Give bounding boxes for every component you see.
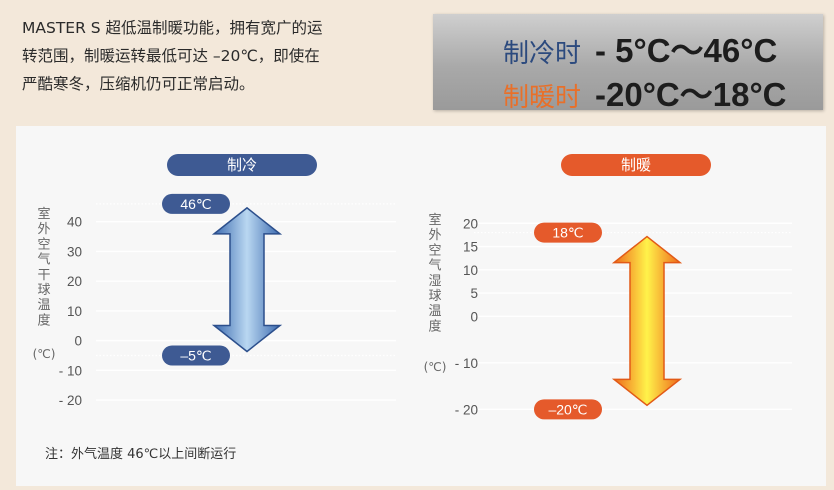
y-axis-label-char: 外 (428, 228, 441, 243)
y-axis-label-char: 干 (37, 268, 50, 283)
y-axis-label-char: 气 (428, 258, 441, 274)
range-max-pill (534, 222, 602, 243)
y-axis-unit: (℃) (424, 360, 447, 374)
cooling-range-row: 制冷时 - 5°C～46°C (503, 24, 834, 72)
tick-label: - 10 (455, 356, 478, 371)
range-min-label: –5℃ (180, 347, 211, 363)
y-axis-label-char: 球 (37, 283, 50, 298)
intro-line-1: MASTER S 超低温制暖功能，拥有宽广的运 (22, 19, 323, 37)
y-axis-label-char: 温 (37, 298, 50, 313)
y-axis-label-char: 度 (428, 318, 441, 334)
chart-title-0: 制冷 (227, 156, 257, 174)
y-axis-label-char: 球 (428, 289, 441, 304)
range-summary-box: 制冷时 - 5°C～46°C 制暖时 -20°C～18°C (433, 14, 823, 113)
range-min-label: –20℃ (548, 401, 587, 417)
tick-label: - 10 (59, 363, 82, 378)
range-min-pill (534, 399, 602, 420)
tick-label: 40 (67, 215, 82, 230)
chart-title-pill-1 (561, 154, 711, 176)
charts-panel: 制冷 40 30 20 10 0- 10- 20 室外空气干球温度 (℃) 46℃ –5℃ 制暖 20… (16, 126, 826, 486)
tick-label: 0 (470, 309, 478, 324)
intro-line-2: 转范围，制暖运转最低可达 –20℃，即使在 (22, 47, 320, 65)
tick-label: 15 (463, 240, 478, 255)
intro-text: MASTER S 超低温制暖功能，拥有宽广的运 转范围，制暖运转最低可达 –20… (22, 14, 422, 98)
y-axis-label-char: 室 (428, 212, 441, 228)
tick-label: 20 (67, 274, 82, 289)
tick-label: 20 (463, 216, 478, 231)
range-max-pill (162, 193, 230, 214)
cooling-range-label: 制冷时 (503, 39, 582, 69)
y-axis-label-char: 空 (37, 237, 50, 252)
range-max-label: 46℃ (180, 196, 211, 212)
tick-label: 30 (67, 244, 82, 259)
y-axis-label-char: 温 (428, 304, 441, 319)
y-axis-label-char: 湿 (428, 274, 441, 289)
y-axis-label-char: 度 (37, 312, 50, 328)
range-arrow-0 (211, 206, 283, 353)
chart-title-pill-0 (167, 154, 317, 176)
tick-label: 5 (470, 286, 478, 301)
chart-title-1: 制暖 (621, 156, 651, 174)
heating-range-row: 制暖时 -20°C～18°C (503, 68, 834, 116)
y-axis-unit: (℃) (33, 347, 56, 361)
tick-label: - 20 (455, 402, 478, 417)
heating-range-value: -20°C～18°C (595, 76, 787, 113)
intro-line-3: 严酷寒冬，压缩机仍可正常启动。 (22, 75, 255, 93)
tick-label: 10 (463, 263, 478, 278)
tick-label: 0 (74, 334, 82, 349)
heating-range-label: 制暖时 (503, 83, 582, 113)
tick-label: 10 (67, 304, 82, 319)
y-axis-label-char: 外 (37, 222, 50, 237)
y-axis-label-char: 空 (428, 243, 441, 258)
cooling-range-value: - 5°C～46°C (595, 32, 778, 69)
range-min-pill (162, 345, 230, 366)
y-axis-label-char: 室 (37, 206, 50, 222)
range-max-label: 18℃ (552, 225, 583, 241)
tick-label: - 20 (59, 393, 82, 408)
footnote: 注：外气温度 46℃以上间断运行 (45, 447, 237, 462)
range-arrow-1 (611, 235, 683, 407)
y-axis-label-char: 气 (37, 252, 50, 268)
